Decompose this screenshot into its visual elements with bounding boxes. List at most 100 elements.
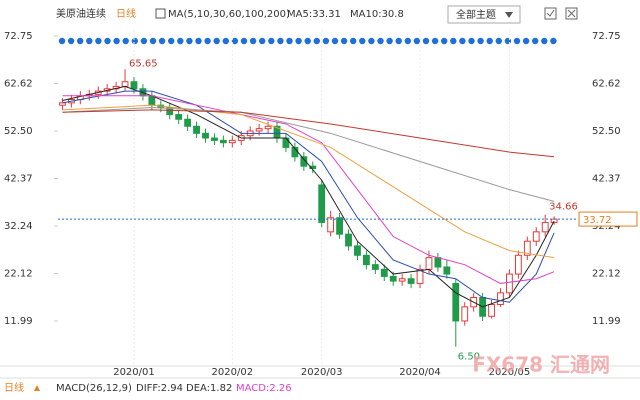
event-dot bbox=[404, 37, 411, 45]
footer-arrow bbox=[34, 385, 40, 391]
event-dot bbox=[104, 37, 111, 45]
check bbox=[546, 9, 555, 17]
event-dot bbox=[77, 37, 84, 45]
event-dot bbox=[468, 37, 475, 45]
ma-line bbox=[62, 107, 555, 202]
event-dot bbox=[259, 37, 266, 45]
ma-line bbox=[62, 104, 555, 259]
candle-body bbox=[523, 240, 531, 256]
event-dot bbox=[313, 37, 320, 45]
event-dot bbox=[532, 37, 539, 45]
event-dot bbox=[477, 37, 484, 45]
candle-body bbox=[461, 306, 469, 322]
event-dot bbox=[377, 37, 384, 45]
event-dot bbox=[522, 37, 530, 45]
event-dot bbox=[113, 37, 120, 45]
event-dot bbox=[86, 37, 93, 45]
event-dot bbox=[395, 37, 402, 45]
candle-body bbox=[327, 217, 335, 233]
event-dot bbox=[131, 37, 138, 45]
theme-dropdown[interactable] bbox=[447, 5, 521, 24]
candle-body bbox=[193, 125, 200, 134]
y-tick-label: 72.75 bbox=[4, 31, 33, 42]
event-dot bbox=[149, 37, 157, 45]
candle-body bbox=[345, 233, 352, 247]
macd-value: MACD:2.26 bbox=[236, 383, 292, 394]
candle-body bbox=[255, 128, 263, 132]
candle-body bbox=[211, 137, 218, 141]
event-dot bbox=[277, 37, 284, 45]
event-dot bbox=[58, 37, 66, 45]
event-dot bbox=[450, 37, 457, 45]
event-dot bbox=[422, 37, 430, 45]
dea-label: DEA:1.82 bbox=[186, 383, 232, 394]
event-dot bbox=[67, 37, 75, 45]
event-dot bbox=[386, 37, 393, 45]
candle-body bbox=[336, 217, 343, 235]
event-dot bbox=[140, 37, 148, 45]
event-dot bbox=[495, 37, 502, 45]
y-tick-label: 32.24 bbox=[4, 221, 33, 232]
x-tick-label: 2020/02 bbox=[212, 367, 254, 378]
footer-period[interactable]: 日线 bbox=[4, 381, 24, 394]
candle-body bbox=[130, 81, 138, 90]
candle-body bbox=[318, 184, 326, 223]
x-tick-label: 2020/03 bbox=[301, 367, 343, 378]
event-dot bbox=[295, 37, 302, 45]
event-dot bbox=[459, 37, 466, 45]
candle-body bbox=[407, 278, 415, 284]
candle-body bbox=[59, 102, 66, 106]
event-dot bbox=[195, 37, 202, 45]
y-tick-label-right: 72.75 bbox=[592, 31, 621, 42]
candle-body bbox=[541, 221, 549, 233]
close-button[interactable] bbox=[565, 7, 578, 20]
macd-label: MACD(26,12,9) bbox=[56, 383, 132, 394]
candle-body bbox=[532, 231, 540, 242]
event-dot bbox=[541, 37, 548, 45]
checkbox[interactable] bbox=[544, 7, 557, 20]
candle-body bbox=[202, 132, 209, 139]
candle-body bbox=[362, 254, 370, 266]
candle-body bbox=[175, 114, 183, 120]
candle-body bbox=[506, 273, 513, 294]
event-dot bbox=[204, 37, 211, 45]
event-dot bbox=[486, 37, 493, 45]
event-dot bbox=[431, 37, 439, 45]
ma-line bbox=[62, 90, 555, 303]
candle-body bbox=[452, 282, 460, 322]
event-dot bbox=[186, 37, 193, 45]
event-dot bbox=[268, 37, 275, 45]
event-dot bbox=[550, 37, 557, 45]
x-tick-label: 2020/04 bbox=[399, 367, 441, 378]
candle-body bbox=[371, 264, 379, 270]
y-tick-label-right: 22.12 bbox=[592, 268, 621, 279]
candle-body bbox=[380, 268, 388, 277]
event-dot bbox=[240, 37, 248, 45]
diff-label: DIFF:2.94 bbox=[136, 383, 183, 394]
candle-body bbox=[416, 268, 424, 284]
candle-body bbox=[309, 165, 317, 170]
ma-line bbox=[62, 109, 555, 158]
recent-high-label: 34.66 bbox=[549, 202, 578, 213]
event-dot bbox=[213, 37, 220, 45]
candle-body bbox=[488, 304, 495, 317]
event-dot bbox=[168, 37, 175, 45]
last-price-box bbox=[578, 211, 638, 227]
ma5: MA5:33.31 bbox=[287, 9, 341, 20]
event-dot bbox=[513, 37, 521, 45]
candle-body bbox=[228, 139, 236, 144]
y-tick-label-right: 11.99 bbox=[592, 316, 621, 327]
candle-body bbox=[434, 257, 442, 268]
event-dot bbox=[177, 37, 184, 45]
candle-body bbox=[354, 245, 361, 256]
low-label: 6.50 bbox=[458, 352, 480, 363]
event-dot bbox=[249, 37, 257, 45]
y-tick-label: 52.50 bbox=[4, 126, 33, 137]
event-dot bbox=[286, 37, 293, 45]
event-dot bbox=[122, 37, 129, 45]
indicator-icon[interactable] bbox=[155, 8, 166, 19]
y-tick-label-right: 52.50 bbox=[592, 126, 621, 137]
period[interactable]: 日线 bbox=[116, 7, 136, 20]
candle-body bbox=[148, 95, 156, 106]
candle-body bbox=[497, 292, 504, 306]
